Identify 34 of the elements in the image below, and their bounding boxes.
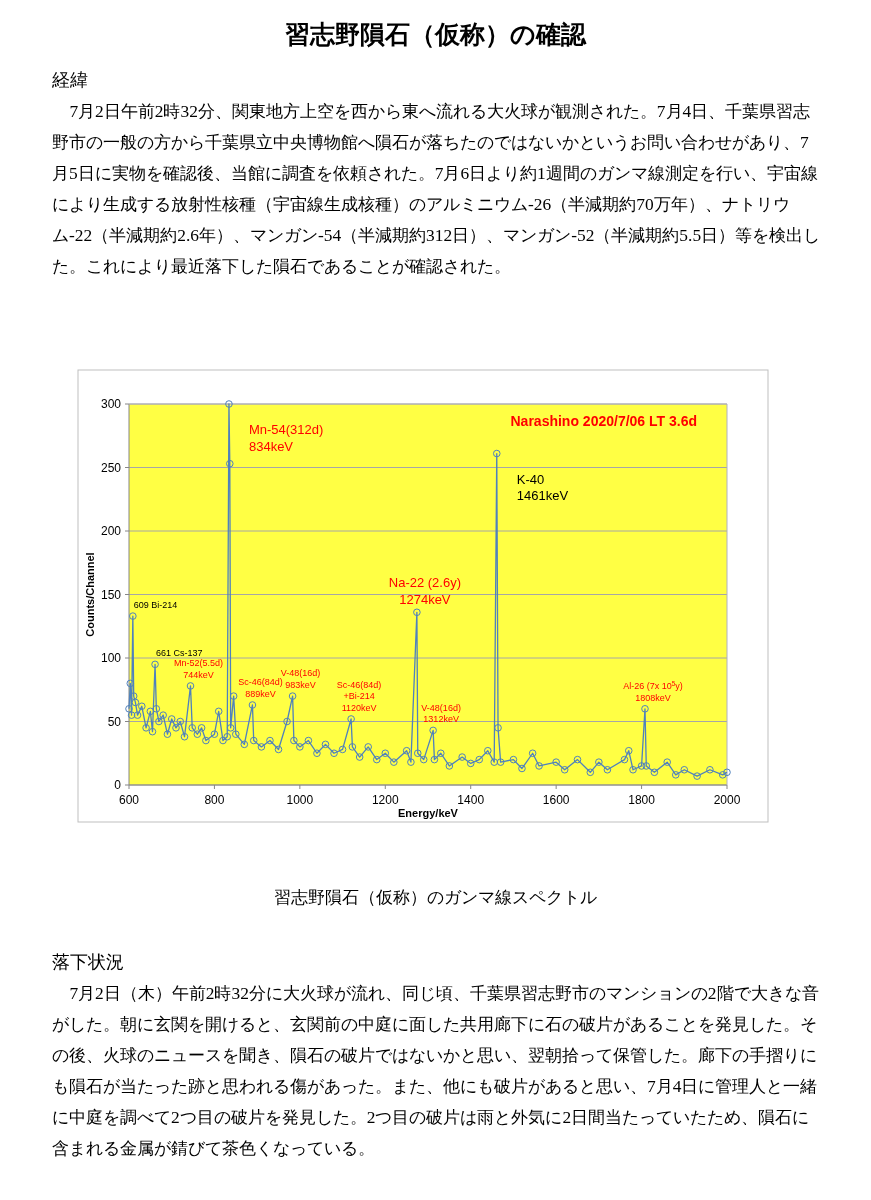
y-tick-label: 250 bbox=[100, 460, 122, 475]
text: 経緯 bbox=[52, 69, 88, 92]
y-tick-label: 150 bbox=[100, 587, 122, 602]
x-axis-title: Energy/keV bbox=[398, 807, 459, 819]
x-tick-label: 2000 bbox=[713, 793, 741, 807]
x-tick-label: 1400 bbox=[457, 793, 485, 807]
annotation: Na-22 (2.6y) 1274keV bbox=[388, 575, 462, 608]
y-tick-label: 50 bbox=[107, 714, 122, 729]
annotation: Sc-46(84d) 889keV bbox=[238, 677, 283, 699]
x-tick-label: 1000 bbox=[286, 793, 314, 807]
x-tick-label: 600 bbox=[118, 793, 140, 807]
annotation: K-40 1461keV bbox=[516, 471, 569, 504]
text: 習志野隕石（仮称）のガンマ線スペクトル bbox=[273, 887, 598, 909]
x-tick-label: 1800 bbox=[628, 793, 656, 807]
x-tick-label: 1600 bbox=[542, 793, 570, 807]
x-tick-label: 800 bbox=[204, 793, 225, 807]
text: 7月2日（木）午前2時32分に大火球が流れ、同じ頃、千葉県習志野市のマンションの2階で大きな音がした。朝に玄関を開けると、玄関前の中庭に面した共用廊下に石の破片があることを発見した。その後、火球のニュースを聞き、隕石の破片ではないかと思い、翌朝拾って保管した。廊下の手摺りにも隕石が当たった跡と思われる傷があった。また、他にも破片があると思い、7月4日に管理人と一緒に中庭を調べて2つ目の破片を発見した。2つ目の破片は雨と外気に2日間当たっていたため、隕石に含まれる金属が錆びて茶色くなっている。 bbox=[52, 982, 820, 1160]
y-tick-label: 0 bbox=[114, 778, 122, 792]
y-axis-title: Counts/Channel bbox=[84, 552, 96, 637]
text: Narashino 2020/7/06 LT 3.6d bbox=[510, 413, 697, 429]
y-tick-label: 100 bbox=[100, 651, 122, 665]
annotation: Al-26 (7x 10$^{5}$y) 1808keV bbox=[623, 679, 683, 703]
annotation: 609 Bi-214 bbox=[133, 600, 178, 611]
chart-title: 習志野隕石（仮称）の確認 bbox=[284, 20, 588, 50]
x-tick-label: 1200 bbox=[371, 793, 399, 807]
annotation: 661 Cs-137 bbox=[156, 648, 203, 659]
annotation: V-48(16d) 1312keV bbox=[421, 702, 461, 725]
y-tick-label: 300 bbox=[100, 397, 122, 411]
text: 落下状況 bbox=[52, 951, 124, 974]
annotation: Mn-54(312d) 834keV bbox=[248, 422, 324, 454]
text: 7月2日午前2時32分、関東地方上空を西から東へ流れる大火球が観測された。7月4日、千葉県習志野市の一般の方から千葉県立中央博物館へ隕石が落ちたのではないかというお問い合わせがあり、7月5日に実物を確認後、当館に調査を依頼された。7月6日より約1週間のガンマ線測定を行い、宇宙線により生成する放射性核種（宇宙線生成核種）のアルミニウム-26（半減期約70万年）、ナトリウム-22（半減期約2.6年）、マンガン-54（半減期約312日）、マンガン-52（半減期約5.5日）等を検出した。これにより最近落下した隕石であることが確認された。 bbox=[52, 100, 822, 278]
annotation: Sc-46(84d) +Bi-214 1120keV bbox=[336, 679, 382, 713]
y-tick-label: 200 bbox=[100, 524, 122, 538]
annotation: Mn-52(5.5d) 744keV bbox=[173, 658, 224, 680]
